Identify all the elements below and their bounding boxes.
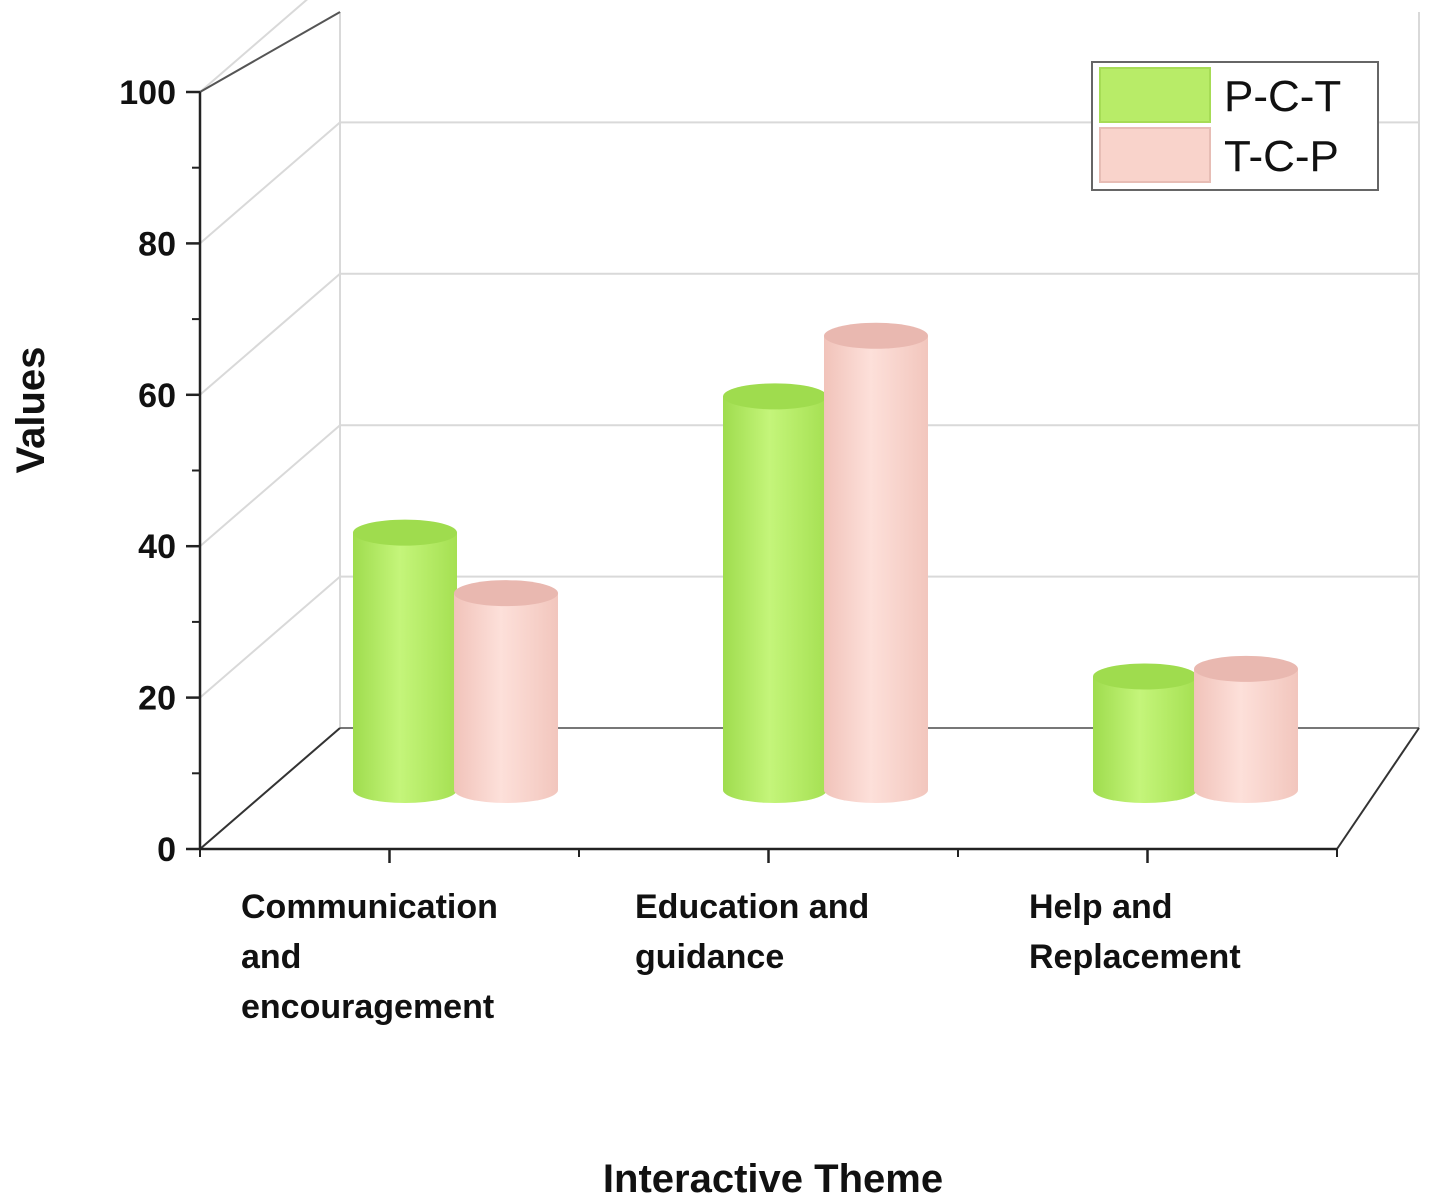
y-tick-label: 40: [138, 528, 176, 566]
bar-top: [1093, 663, 1197, 690]
bar: [1093, 663, 1197, 803]
bar: [1194, 655, 1298, 803]
bar-top: [1194, 655, 1298, 682]
floor-left-edge: [199, 727, 341, 850]
bar: [723, 383, 827, 803]
bar: [454, 580, 558, 803]
y-tick-label: 100: [119, 74, 176, 112]
bar-body: [824, 335, 928, 803]
bar-body: [353, 532, 457, 803]
y-tick-label: 60: [138, 377, 176, 415]
bar-top: [454, 580, 558, 607]
bar-body: [1093, 676, 1197, 803]
bar: [353, 519, 457, 803]
bars: [353, 322, 1298, 803]
top-depth-edge: [199, 11, 341, 93]
bar-body: [723, 396, 827, 803]
bar-top: [723, 383, 827, 410]
bar-top: [824, 322, 928, 349]
grid-line-side: [199, 121, 341, 245]
floor-right-edge: [1336, 727, 1420, 850]
x-tick-label: Communication and encouragement: [241, 888, 498, 1026]
grid-line-side: [199, 0, 308, 93]
bar-top: [353, 519, 457, 546]
bar-body: [454, 593, 558, 803]
y-axis: 0 20 40 60 80 100: [119, 74, 200, 869]
legend-label: P-C-T: [1224, 72, 1341, 121]
bar: [824, 322, 928, 803]
y-tick-label: 20: [138, 680, 176, 718]
legend-label: T-C-P: [1224, 132, 1339, 181]
grid-line-side: [199, 273, 341, 396]
y-axis-title: Values: [9, 347, 53, 474]
x-axis-title: Interactive Theme: [603, 1157, 943, 1201]
y-tick-label: 80: [138, 225, 176, 263]
x-axis: Communication and encouragement Education a…: [199, 849, 1338, 1026]
x-tick-label: Education and guidance: [635, 888, 869, 976]
x-tick-label: Help and Replacement: [1029, 888, 1241, 976]
legend-swatch: [1099, 127, 1211, 183]
legend: P-C-T T-C-P: [1091, 61, 1379, 191]
grid-line-side: [199, 424, 341, 547]
legend-swatch: [1099, 67, 1211, 123]
grid-line-side: [199, 575, 341, 699]
y-tick-label: 0: [157, 831, 176, 869]
bar-body: [1194, 668, 1298, 803]
